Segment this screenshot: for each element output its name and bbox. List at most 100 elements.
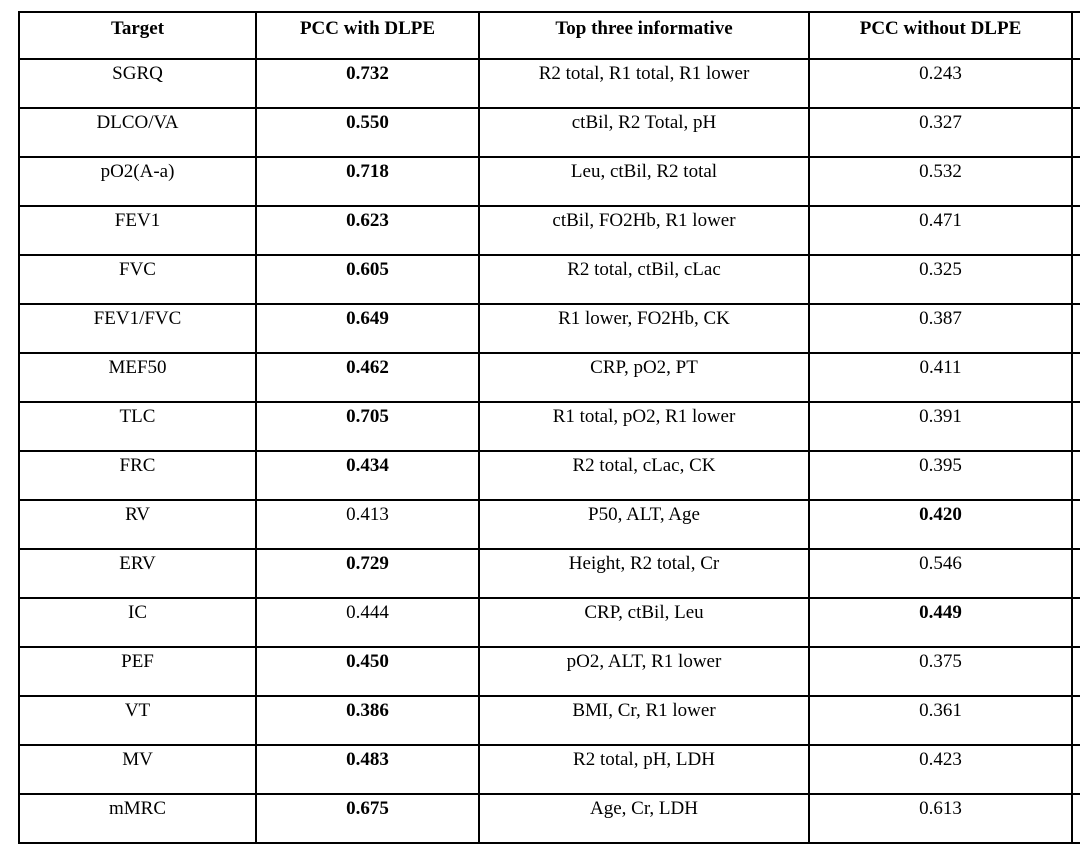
cell-pcc-without-dlpe: 0.327 <box>808 107 1073 158</box>
cell-top-three: R2 total, R1 total, R1 lower <box>478 58 810 109</box>
cell-top-three: CRP, pO2, PT <box>478 352 810 403</box>
cell-pcc-with-dlpe: 0.705 <box>255 401 480 452</box>
table-row: RV 0.413 P50, ALT, Age 0.420 <box>18 499 1080 550</box>
cell-extra <box>1071 401 1080 452</box>
cell-pcc-without-dlpe: 0.395 <box>808 450 1073 501</box>
cell-target: FVC <box>18 254 257 305</box>
cell-pcc-without-dlpe: 0.420 <box>808 499 1073 550</box>
cell-extra <box>1071 548 1080 599</box>
cell-extra <box>1071 205 1080 256</box>
cell-target: pO2(A-a) <box>18 156 257 207</box>
cell-pcc-without-dlpe: 0.411 <box>808 352 1073 403</box>
cell-pcc-without-dlpe: 0.449 <box>808 597 1073 648</box>
cell-target: PEF <box>18 646 257 697</box>
cell-target: TLC <box>18 401 257 452</box>
cell-top-three: R1 lower, FO2Hb, CK <box>478 303 810 354</box>
table-body: SGRQ 0.732 R2 total, R1 total, R1 lower … <box>18 58 1080 844</box>
cell-pcc-with-dlpe: 0.450 <box>255 646 480 697</box>
table-row: SGRQ 0.732 R2 total, R1 total, R1 lower … <box>18 58 1080 109</box>
cell-top-three: ctBil, FO2Hb, R1 lower <box>478 205 810 256</box>
header-row: Target PCC with DLPE Top three informati… <box>18 11 1080 60</box>
cell-top-three: R2 total, cLac, CK <box>478 450 810 501</box>
cell-extra <box>1071 156 1080 207</box>
table-row: MV 0.483 R2 total, pH, LDH 0.423 <box>18 744 1080 795</box>
cell-pcc-without-dlpe: 0.423 <box>808 744 1073 795</box>
cell-extra <box>1071 499 1080 550</box>
cell-top-three: R2 total, ctBil, cLac <box>478 254 810 305</box>
cell-extra <box>1071 597 1080 648</box>
cell-target: RV <box>18 499 257 550</box>
table-row: mMRC 0.675 Age, Cr, LDH 0.613 <box>18 793 1080 844</box>
cell-pcc-with-dlpe: 0.605 <box>255 254 480 305</box>
cell-top-three: CRP, ctBil, Leu <box>478 597 810 648</box>
cell-top-three: Height, R2 total, Cr <box>478 548 810 599</box>
table-row: pO2(A-a) 0.718 Leu, ctBil, R2 total 0.53… <box>18 156 1080 207</box>
table-row: FVC 0.605 R2 total, ctBil, cLac 0.325 <box>18 254 1080 305</box>
cell-pcc-with-dlpe: 0.413 <box>255 499 480 550</box>
cell-extra <box>1071 303 1080 354</box>
cell-pcc-without-dlpe: 0.325 <box>808 254 1073 305</box>
cell-pcc-with-dlpe: 0.386 <box>255 695 480 746</box>
cell-pcc-without-dlpe: 0.243 <box>808 58 1073 109</box>
table-row: MEF50 0.462 CRP, pO2, PT 0.411 <box>18 352 1080 403</box>
cell-extra <box>1071 450 1080 501</box>
col-header-target: Target <box>18 11 257 60</box>
cell-target: mMRC <box>18 793 257 844</box>
col-header-top-three: Top three informative <box>478 11 810 60</box>
cell-top-three: Leu, ctBil, R2 total <box>478 156 810 207</box>
cell-pcc-without-dlpe: 0.546 <box>808 548 1073 599</box>
cell-top-three: R1 total, pO2, R1 lower <box>478 401 810 452</box>
cell-extra <box>1071 107 1080 158</box>
cell-pcc-with-dlpe: 0.649 <box>255 303 480 354</box>
cell-extra <box>1071 646 1080 697</box>
cell-extra <box>1071 793 1080 844</box>
cell-pcc-without-dlpe: 0.361 <box>808 695 1073 746</box>
cell-target: DLCO/VA <box>18 107 257 158</box>
cell-extra <box>1071 58 1080 109</box>
cell-target: IC <box>18 597 257 648</box>
cell-extra <box>1071 744 1080 795</box>
cell-pcc-with-dlpe: 0.718 <box>255 156 480 207</box>
cell-top-three: pO2, ALT, R1 lower <box>478 646 810 697</box>
cell-top-three: Age, Cr, LDH <box>478 793 810 844</box>
table-row: TLC 0.705 R1 total, pO2, R1 lower 0.391 <box>18 401 1080 452</box>
table-row: VT 0.386 BMI, Cr, R1 lower 0.361 <box>18 695 1080 746</box>
cell-pcc-without-dlpe: 0.375 <box>808 646 1073 697</box>
cell-pcc-with-dlpe: 0.623 <box>255 205 480 256</box>
cell-top-three: R2 total, pH, LDH <box>478 744 810 795</box>
cell-target: ERV <box>18 548 257 599</box>
cell-pcc-with-dlpe: 0.434 <box>255 450 480 501</box>
cell-pcc-without-dlpe: 0.613 <box>808 793 1073 844</box>
col-header-pcc-without-dlpe: PCC without DLPE <box>808 11 1073 60</box>
cell-pcc-with-dlpe: 0.732 <box>255 58 480 109</box>
col-header-pcc-with-dlpe: PCC with DLPE <box>255 11 480 60</box>
table-row: FEV1 0.623 ctBil, FO2Hb, R1 lower 0.471 <box>18 205 1080 256</box>
cell-extra <box>1071 695 1080 746</box>
table-row: ERV 0.729 Height, R2 total, Cr 0.546 <box>18 548 1080 599</box>
cell-target: SGRQ <box>18 58 257 109</box>
cell-pcc-with-dlpe: 0.462 <box>255 352 480 403</box>
cell-pcc-with-dlpe: 0.550 <box>255 107 480 158</box>
table-row: PEF 0.450 pO2, ALT, R1 lower 0.375 <box>18 646 1080 697</box>
cell-pcc-without-dlpe: 0.387 <box>808 303 1073 354</box>
cell-extra <box>1071 352 1080 403</box>
cell-target: FRC <box>18 450 257 501</box>
cell-pcc-with-dlpe: 0.675 <box>255 793 480 844</box>
pcc-results-table: Target PCC with DLPE Top three informati… <box>18 11 1080 844</box>
table-row: FEV1/FVC 0.649 R1 lower, FO2Hb, CK 0.387 <box>18 303 1080 354</box>
cell-top-three: P50, ALT, Age <box>478 499 810 550</box>
table-row: DLCO/VA 0.550 ctBil, R2 Total, pH 0.327 <box>18 107 1080 158</box>
cell-target: MV <box>18 744 257 795</box>
col-header-extra <box>1071 11 1080 60</box>
cell-pcc-without-dlpe: 0.391 <box>808 401 1073 452</box>
cell-target: FEV1 <box>18 205 257 256</box>
cell-target: MEF50 <box>18 352 257 403</box>
table-row: IC 0.444 CRP, ctBil, Leu 0.449 <box>18 597 1080 648</box>
cell-top-three: BMI, Cr, R1 lower <box>478 695 810 746</box>
cell-pcc-with-dlpe: 0.444 <box>255 597 480 648</box>
cell-top-three: ctBil, R2 Total, pH <box>478 107 810 158</box>
cell-target: FEV1/FVC <box>18 303 257 354</box>
table-row: FRC 0.434 R2 total, cLac, CK 0.395 <box>18 450 1080 501</box>
cell-extra <box>1071 254 1080 305</box>
